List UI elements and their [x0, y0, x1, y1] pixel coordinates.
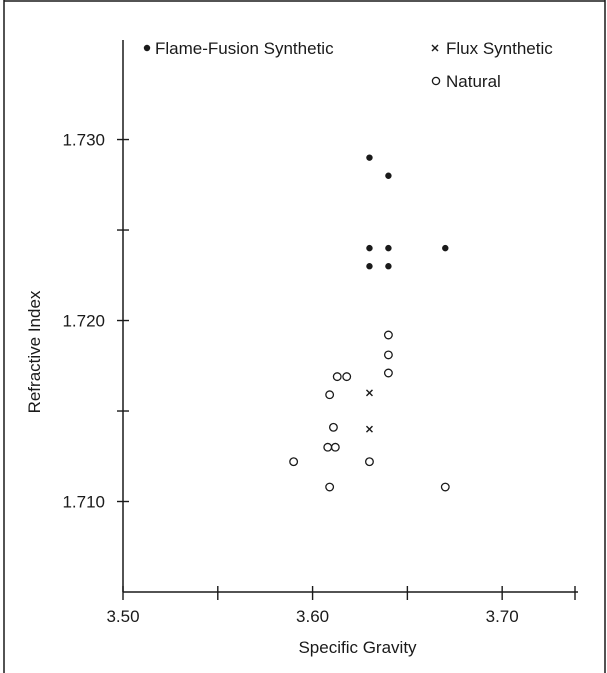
natural-point: [365, 457, 374, 467]
y-axis-title: Refractive Index: [25, 290, 44, 413]
x-tick-label: 3.70: [486, 607, 519, 626]
flame-fusion-point: [385, 263, 392, 270]
flame-fusion-point: [385, 172, 392, 179]
natural-point: [383, 368, 393, 378]
natural-point: [332, 372, 342, 382]
legend-label-natural: Natural: [446, 72, 501, 91]
natural-point: [328, 422, 338, 432]
x-tick-label: 3.50: [106, 607, 139, 626]
natural-point: [383, 330, 393, 340]
x-ticks: 3.50 3.60 3.70: [106, 586, 576, 626]
y-tick-label: 1.710: [62, 493, 105, 512]
legend-label-flux: Flux Synthetic: [446, 39, 553, 58]
flux-point: [365, 425, 373, 433]
axes: [122, 40, 578, 593]
y-tick-label: 1.730: [62, 131, 105, 150]
y-tick-label: 1.720: [62, 312, 105, 331]
natural-point: [325, 482, 335, 492]
legend: Flame-Fusion Synthetic Flux Synthetic Na…: [143, 39, 553, 91]
legend-item-flux: Flux Synthetic: [431, 39, 553, 58]
legend-item-natural: Natural: [431, 72, 501, 91]
flame-fusion-point: [366, 244, 373, 252]
natural-point: [383, 350, 393, 360]
flame-fusion-point: [385, 244, 392, 252]
natural-point: [440, 482, 450, 492]
legend-filled-circle-marker: [143, 44, 151, 52]
flame-fusion-point: [442, 244, 449, 252]
legend-open-circle-marker: [431, 76, 441, 86]
legend-item-flame-fusion: Flame-Fusion Synthetic: [143, 39, 334, 58]
flame-fusion-point: [366, 263, 373, 270]
x-tick-label: 3.60: [296, 607, 329, 626]
flux-point: [365, 389, 373, 397]
natural-point: [330, 442, 340, 452]
natural-point: [289, 457, 299, 467]
legend-x-marker: [431, 44, 439, 52]
flame-fusion-point: [366, 154, 373, 161]
natural-point: [323, 442, 333, 452]
data-points: [289, 154, 450, 492]
y-ticks: 1.710 1.720 1.730: [62, 131, 129, 512]
natural-point: [325, 390, 335, 400]
x-axis-title: Specific Gravity: [298, 638, 417, 657]
natural-point: [342, 372, 352, 382]
legend-label-flame-fusion: Flame-Fusion Synthetic: [155, 39, 334, 58]
